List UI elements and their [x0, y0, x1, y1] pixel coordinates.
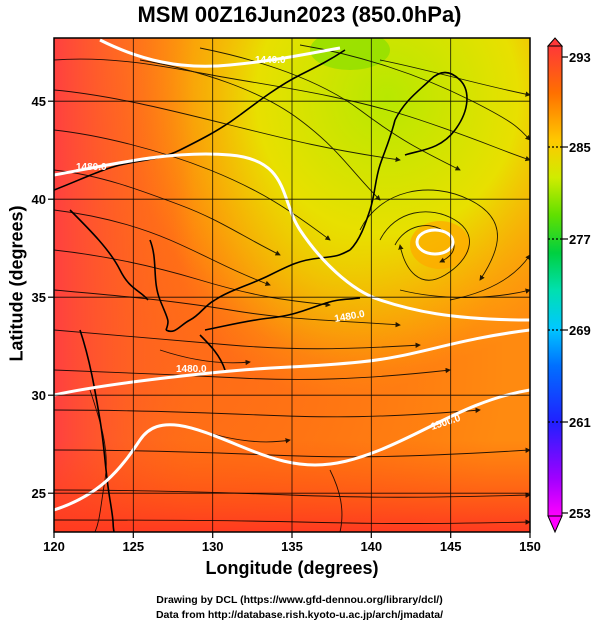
x-axis-label: Longitude (degrees)	[205, 558, 379, 578]
streamlines	[54, 44, 530, 532]
y-tick-labels: 25 30 35 40 45	[32, 94, 46, 501]
x-tick-label: 130	[202, 539, 224, 554]
coastlines	[54, 49, 468, 532]
x-tick-label: 145	[440, 539, 462, 554]
y-tick-label: 30	[32, 388, 46, 403]
y-axis-label: Latitude (degrees)	[6, 205, 27, 362]
contour-label-2: 1480.0	[76, 162, 107, 173]
x-tick-label: 120	[43, 539, 65, 554]
y-tick-label: 40	[32, 192, 46, 207]
lat-lon-grid	[54, 38, 530, 532]
x-tick-label: 135	[281, 539, 303, 554]
contour-label-4: 1480.0	[176, 364, 207, 375]
colorbar: 293 285 277 269 261 253	[546, 37, 591, 534]
height-contours	[54, 38, 530, 512]
colorbar-tick-label: 269	[569, 323, 591, 338]
contour-label-1: 1440.0	[255, 55, 286, 66]
x-tick-label: 140	[360, 539, 382, 554]
x-tick-label: 125	[122, 539, 144, 554]
colorbar-tick-label: 285	[569, 140, 591, 155]
y-axis-ticks	[48, 100, 54, 494]
x-tick-labels: 120 125 130 135 140 145 150	[43, 539, 541, 554]
chart-title: MSM 00Z16Jun2023 (850.0hPa)	[137, 2, 462, 27]
colorbar-tick-label: 293	[569, 50, 591, 65]
x-axis-ticks	[53, 532, 531, 538]
contour-label-3: 1480.0	[334, 309, 366, 325]
y-tick-label: 25	[32, 486, 46, 501]
colorbar-tick-label: 277	[569, 232, 591, 247]
credit-data: Data from http://database.rish.kyoto-u.a…	[155, 609, 444, 621]
y-tick-label: 35	[32, 290, 46, 305]
x-tick-label: 150	[519, 539, 541, 554]
credit-drawing: Drawing by DCL (https://www.gfd-dennou.o…	[156, 594, 443, 606]
y-tick-label: 45	[32, 94, 46, 109]
colorbar-tick-label: 261	[569, 415, 591, 430]
colorbar-tick-label: 253	[569, 506, 591, 521]
